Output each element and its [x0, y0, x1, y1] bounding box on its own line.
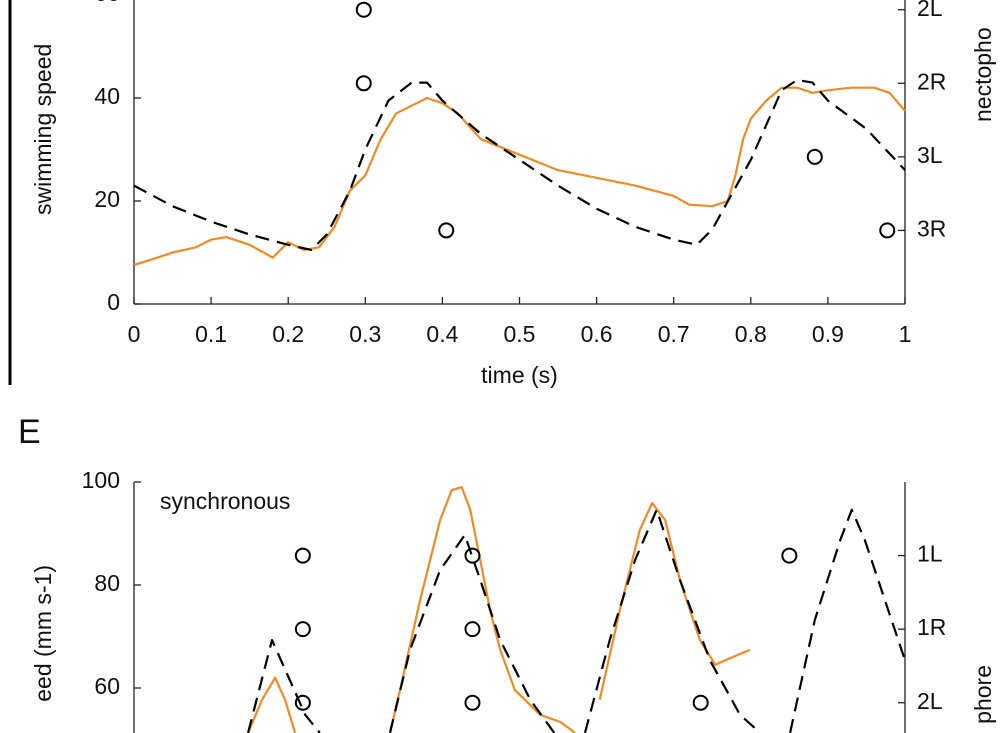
x-tick-label: 0.3: [349, 321, 381, 347]
data-point: [355, 1, 372, 18]
x-tick-label: 0.4: [426, 321, 458, 347]
y2-tick-label: 3L: [917, 142, 943, 168]
data-point: [879, 222, 896, 239]
x-tick-label: 0.5: [504, 321, 536, 347]
speed-line: [133, 86, 906, 266]
x-tick-label: 1: [899, 321, 912, 347]
data-point: [464, 621, 481, 638]
data-point: [355, 75, 372, 92]
data-point: [806, 148, 823, 165]
y2-tick-label: 1R: [917, 614, 946, 640]
data-point: [294, 694, 311, 711]
y2-axis-label: phore: [970, 665, 996, 724]
x-tick-label: 0.9: [812, 321, 844, 347]
y-tick-label: 60: [94, 673, 120, 699]
y-axis-label: eed (mm s-1): [30, 565, 56, 702]
y-tick-label: 60: [94, 0, 120, 6]
data-point: [438, 222, 455, 239]
y2-tick-label: 3R: [917, 216, 946, 242]
x-tick-label: 0.6: [581, 321, 613, 347]
data-point: [294, 547, 311, 564]
model-line: [133, 78, 906, 251]
data-point: [464, 694, 481, 711]
y2-tick-label: 2R: [917, 68, 946, 94]
data-point: [692, 694, 709, 711]
data-point: [294, 621, 311, 638]
panel-label: E: [18, 413, 41, 451]
data-point: [781, 547, 798, 564]
x-tick-label: 0.1: [195, 321, 227, 347]
model-line: [247, 508, 907, 733]
y-tick-label: 100: [82, 467, 120, 493]
y-axis-label: swimming speed: [30, 44, 56, 215]
y2-tick-label: 1L: [917, 541, 943, 567]
annotation: synchronous: [160, 488, 290, 514]
x-tick-label: 0.7: [658, 321, 690, 347]
y-tick-label: 0: [107, 289, 120, 315]
y2-axis-label: nectopho: [970, 27, 996, 122]
y-tick-label: 80: [94, 570, 120, 596]
x-tick-label: 0: [128, 321, 141, 347]
y2-tick-label: 2L: [917, 0, 943, 21]
data-point: [464, 547, 481, 564]
y-tick-label: 20: [94, 186, 120, 212]
y2-tick-label: 2L: [917, 688, 943, 714]
x-tick-label: 0.2: [272, 321, 304, 347]
x-axis-label: time (s): [481, 362, 558, 388]
y-tick-label: 40: [94, 83, 120, 109]
speed-line: [247, 486, 751, 733]
x-tick-label: 0.8: [735, 321, 767, 347]
